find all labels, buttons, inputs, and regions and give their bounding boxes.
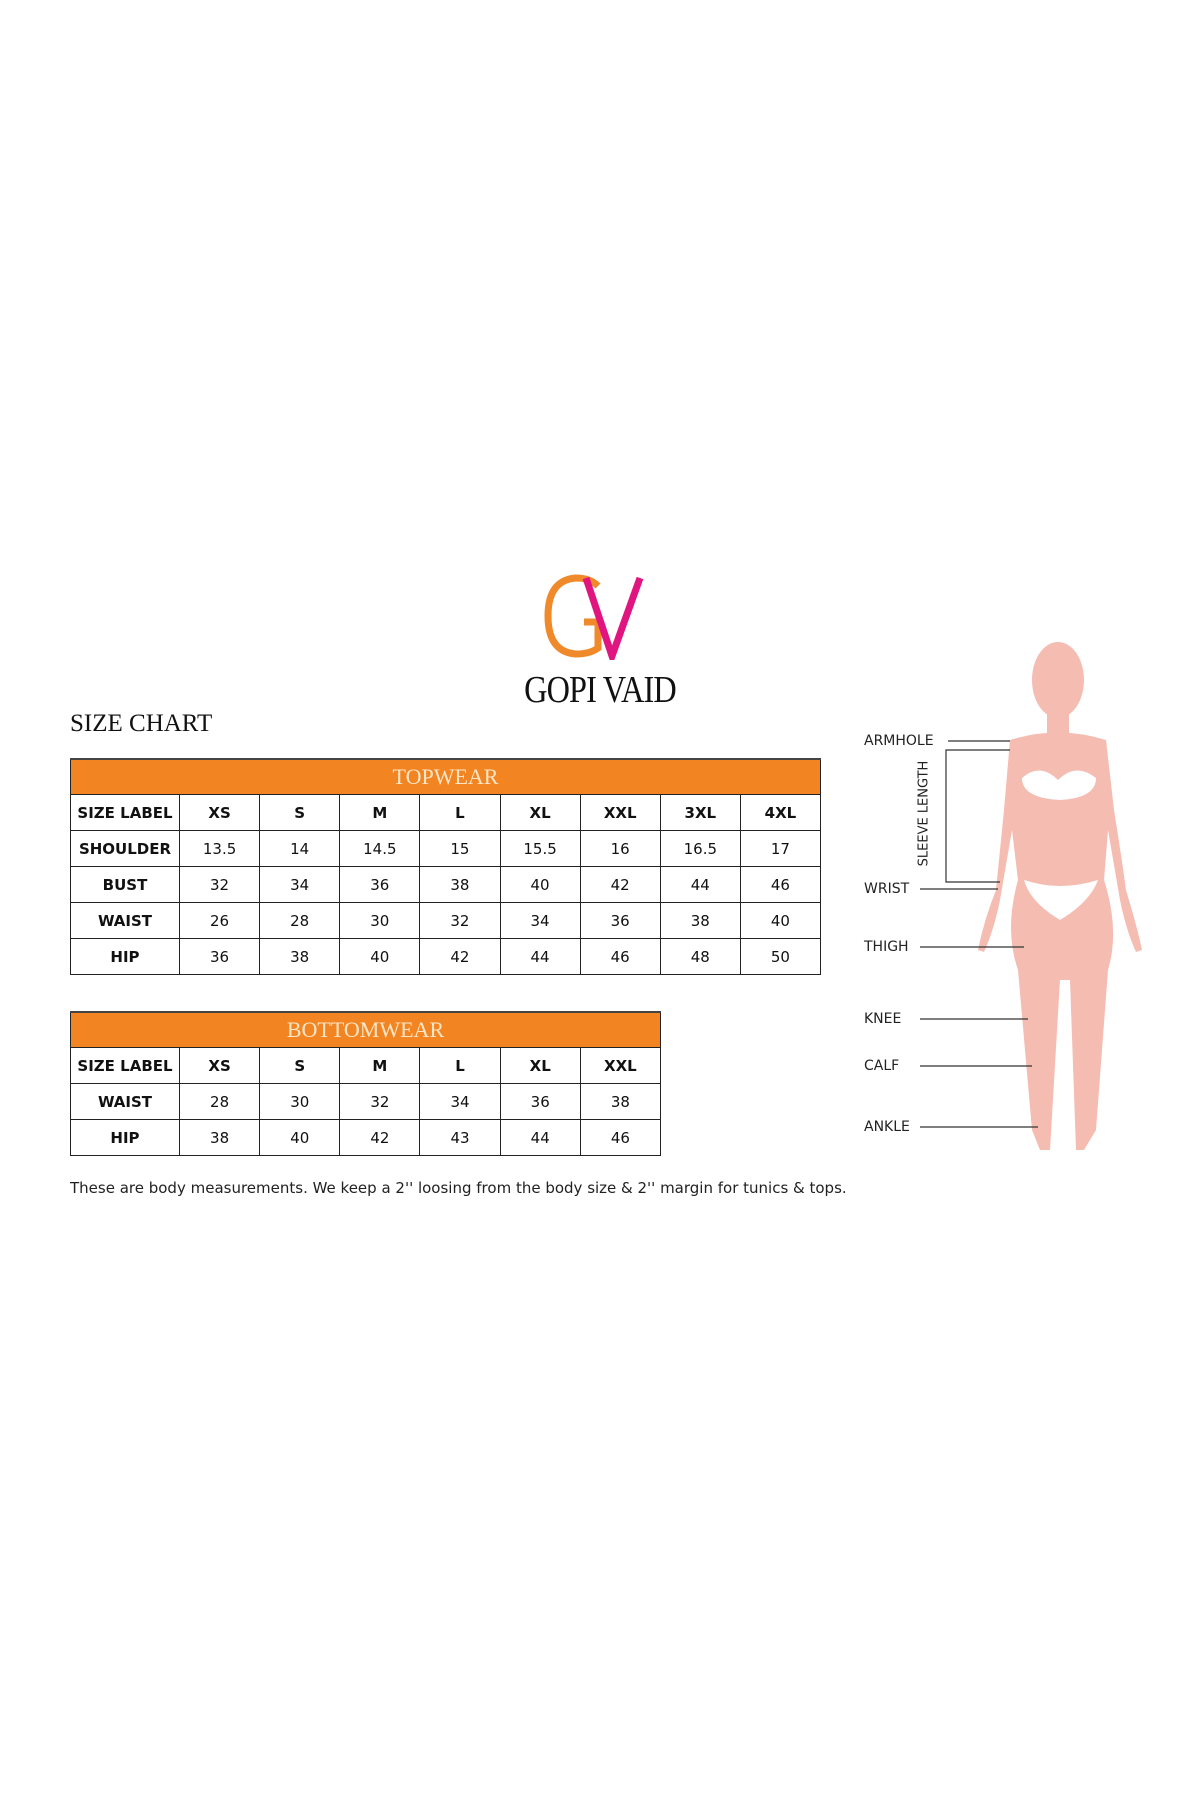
column-header: SIZE LABEL [70,1047,180,1084]
table-cell: 42 [339,1119,421,1156]
table-cell: 15 [419,830,501,867]
table-cell: 32 [419,902,501,939]
header-row: SIZE LABEL XS S M L XL XXL [70,1047,662,1084]
column-header: M [339,794,421,831]
table-cell: 40 [499,866,581,903]
table-cell: 46 [739,866,822,903]
measure-lines [920,740,1038,1128]
brief [1024,880,1098,920]
table-cell: 14 [259,830,341,867]
column-header: XL [499,1047,581,1084]
table-cell: 17 [739,830,822,867]
table-cell: 26 [178,902,261,939]
table-cell: 42 [579,866,661,903]
label-sleeve-length: SLEEVE LENGTH [916,760,932,867]
column-header: XL [499,794,581,831]
table-cell: 30 [339,902,421,939]
brand-logo [544,574,644,660]
column-header: XS [178,794,261,831]
table-cell: 34 [419,1083,501,1120]
table-cell: 14.5 [339,830,421,867]
column-header: S [259,1047,341,1084]
bottomwear-table: BOTTOMWEAR SIZE LABEL XS S M L XL XXL WAIST 28 30 3… [70,1011,662,1156]
row-label: HIP [70,938,180,975]
table-row: SHOULDER 13.5 14 14.5 15 15.5 16 16.5 17 [70,830,822,867]
table-row: WAIST 26 28 30 32 34 36 38 40 [70,902,822,939]
table-cell: 13.5 [178,830,261,867]
column-header: M [339,1047,421,1084]
row-label: HIP [70,1119,180,1156]
table-cell: 28 [178,1083,261,1120]
row-label: WAIST [70,1083,180,1120]
table-cell: 40 [739,902,822,939]
body-figure [920,642,1142,1150]
table-cell: 44 [659,866,741,903]
label-calf: CALF [864,1058,900,1074]
brand-name: GOPI VAID [524,669,677,711]
table-row: HIP 38 40 42 43 44 46 [70,1119,662,1156]
label-ankle: ANKLE [864,1119,910,1135]
topwear-heading: TOPWEAR [70,758,821,795]
table-cell: 46 [579,1119,662,1156]
column-header: L [419,1047,501,1084]
table-cell: 30 [259,1083,341,1120]
label-wrist: WRIST [864,881,910,897]
table-cell: 50 [739,938,822,975]
table-cell: 46 [579,938,661,975]
table-cell: 16 [579,830,661,867]
footnote: These are body measurements. We keep a 2… [70,1179,847,1197]
table-row: HIP 36 38 40 42 44 46 48 50 [70,938,822,975]
table-cell: 42 [419,938,501,975]
table-cell: 48 [659,938,741,975]
logo-g-mark [544,574,602,658]
column-header: 4XL [739,794,822,831]
column-header: XXL [579,1047,662,1084]
table-cell: 34 [499,902,581,939]
table-cell: 44 [499,938,581,975]
table-cell: 36 [579,902,661,939]
table-cell: 28 [259,902,341,939]
table-cell: 16.5 [659,830,741,867]
page-title: SIZE CHART [70,710,213,737]
table-cell: 43 [419,1119,501,1156]
bra [1022,770,1096,800]
table-cell: 36 [339,866,421,903]
table-cell: 40 [259,1119,341,1156]
table-cell: 36 [499,1083,581,1120]
table-cell: 40 [339,938,421,975]
label-armhole: ARMHOLE [864,733,934,749]
table-cell: 34 [259,866,341,903]
table-cell: 32 [178,866,261,903]
table-cell: 38 [259,938,341,975]
column-header: L [419,794,501,831]
column-header: XXL [579,794,661,831]
column-header: S [259,794,341,831]
body-silhouette [978,642,1142,1150]
table-cell: 38 [579,1083,662,1120]
table-row: BUST 32 34 36 38 40 42 44 46 [70,866,822,903]
logo-v-mark [582,576,644,660]
table-row: WAIST 28 30 32 34 36 38 [70,1083,662,1120]
header-row: SIZE LABEL XS S M L XL XXL 3XL 4XL [70,794,822,831]
row-label: WAIST [70,902,180,939]
table-cell: 32 [339,1083,421,1120]
table-cell: 36 [178,938,261,975]
row-label: SHOULDER [70,830,180,867]
table-cell: 38 [659,902,741,939]
row-label: BUST [70,866,180,903]
topwear-table: TOPWEAR SIZE LABEL XS S M L XL XXL 3XL 4XL SHOULDE… [70,758,822,975]
table-cell: 38 [419,866,501,903]
table-cell: 38 [178,1119,261,1156]
table-cell: 15.5 [499,830,581,867]
column-header: XS [178,1047,261,1084]
label-thigh: THIGH [864,939,909,955]
column-header: 3XL [659,794,741,831]
table-cell: 44 [499,1119,581,1156]
column-header: SIZE LABEL [70,794,180,831]
label-knee: KNEE [864,1011,902,1027]
bottomwear-heading: BOTTOMWEAR [70,1011,661,1048]
